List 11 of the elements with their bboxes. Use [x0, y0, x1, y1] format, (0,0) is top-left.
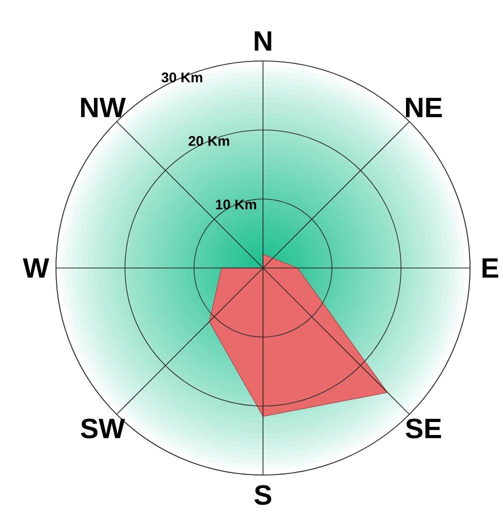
spoke-label: NW	[81, 98, 126, 118]
y-tick-label: 10 Km	[216, 200, 256, 210]
y-tick-label: 30 Km	[162, 72, 202, 82]
spoke-label: E	[482, 258, 498, 278]
spoke-label: W	[22, 258, 50, 278]
y-tick-label: 20 Km	[188, 136, 230, 146]
spoke-label: N	[254, 31, 272, 51]
spoke-label: SE	[406, 418, 442, 438]
spoke-label: S	[254, 485, 272, 505]
spoke-label: NE	[406, 98, 442, 118]
spoke-label: SW	[80, 418, 125, 438]
